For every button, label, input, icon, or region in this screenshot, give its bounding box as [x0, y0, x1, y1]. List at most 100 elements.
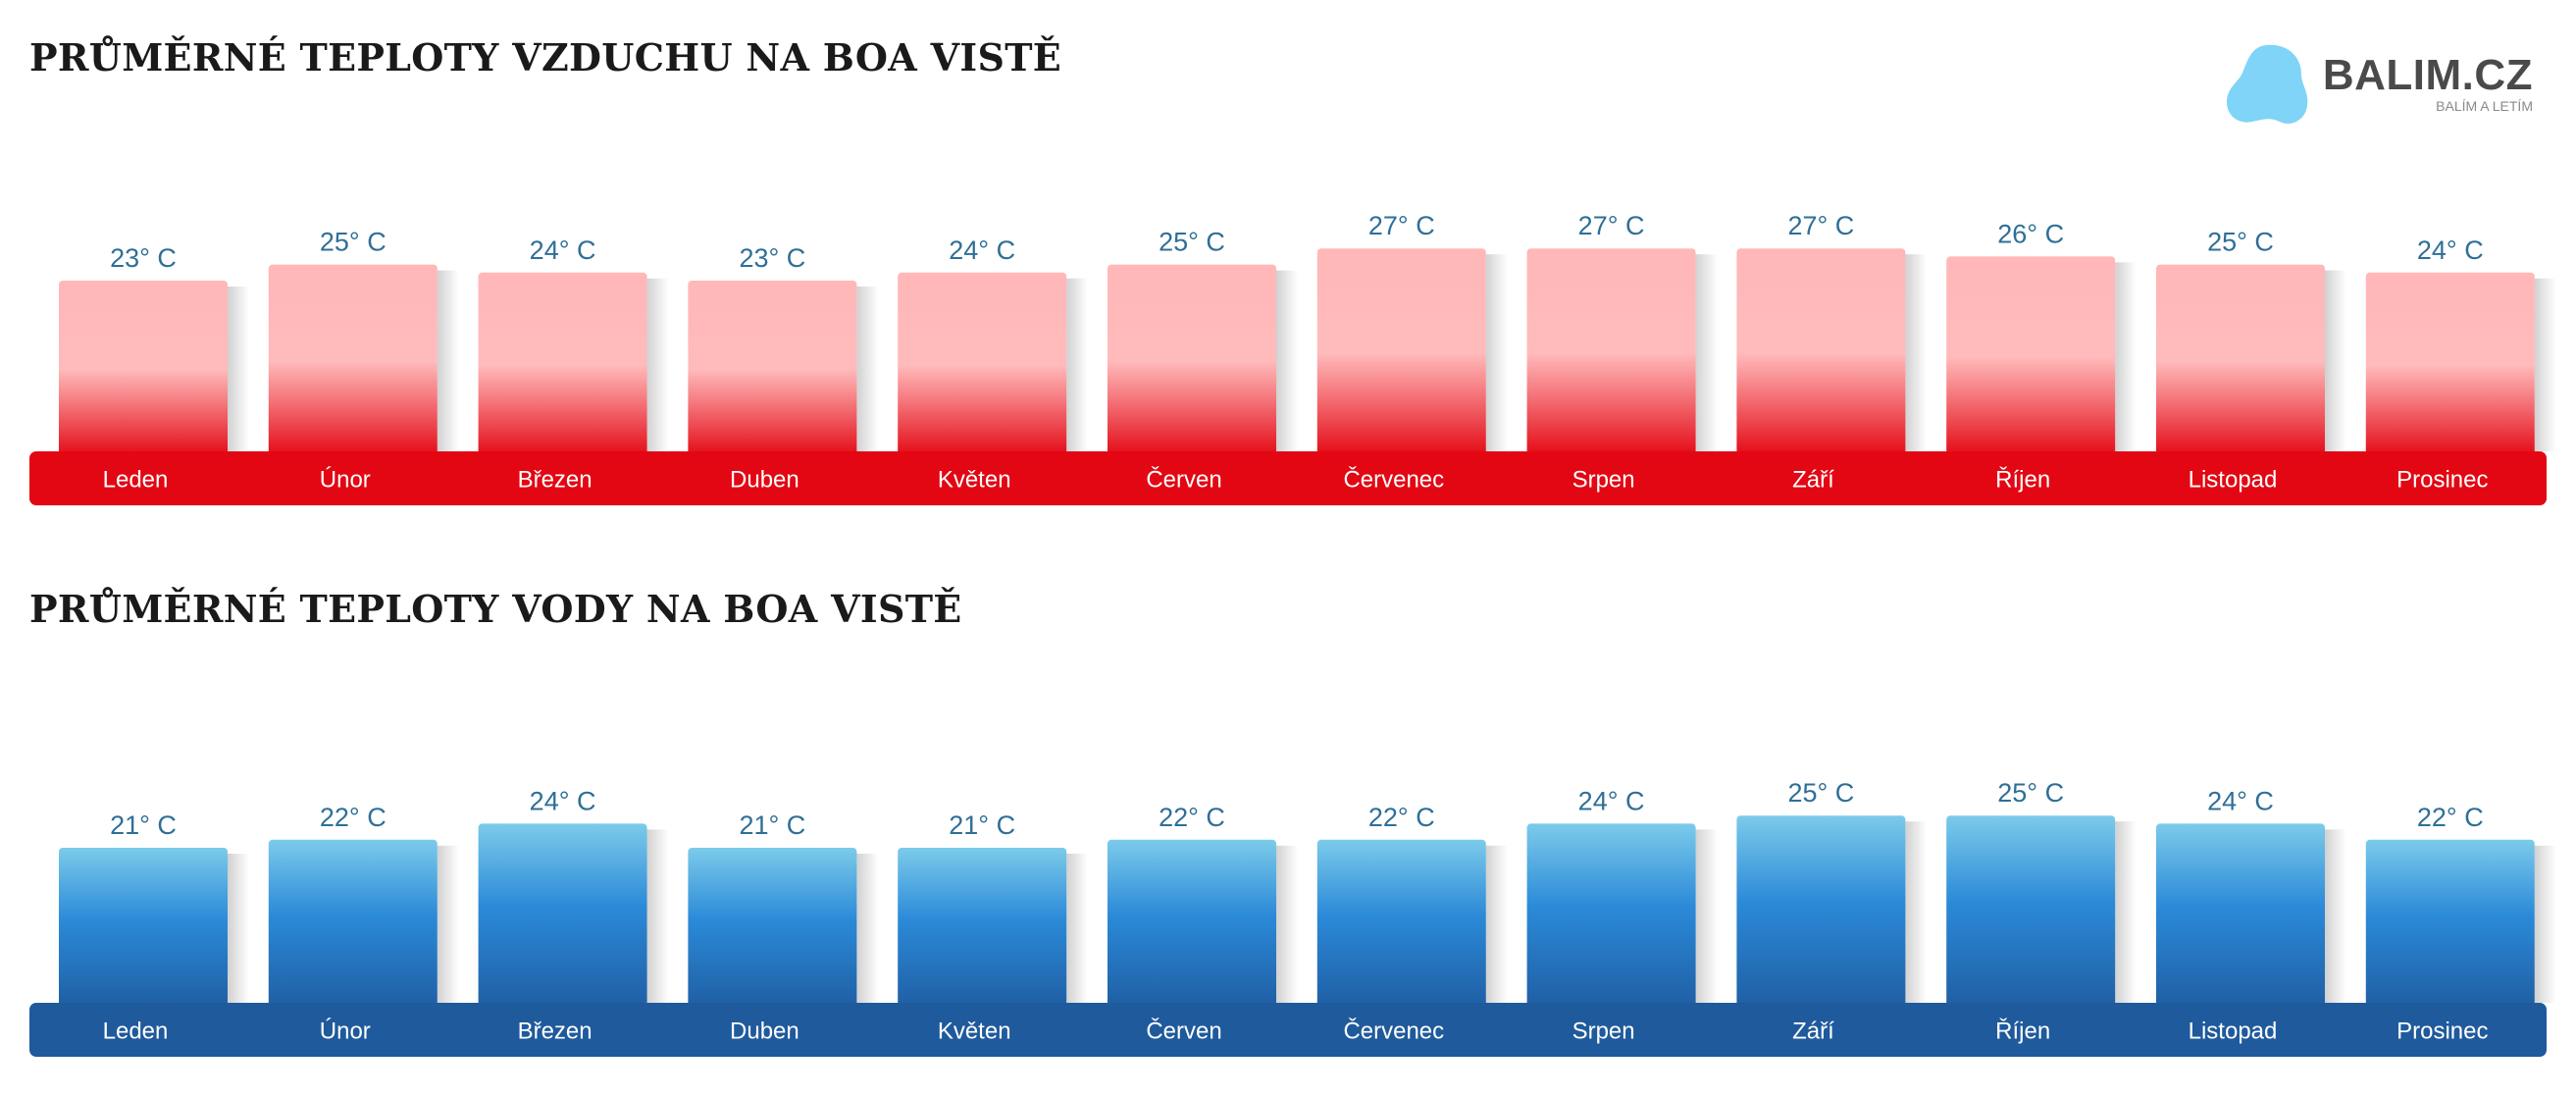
bar-květen: [898, 848, 1067, 1009]
bar-březen: [478, 272, 647, 457]
month-label: Květen: [938, 467, 1011, 494]
month-axis-band: [29, 1003, 2547, 1057]
bar-červenec: [1316, 839, 1486, 1009]
value-label: 25° C: [320, 228, 386, 257]
value-label: 24° C: [949, 235, 1015, 265]
bar-srpen: [1526, 823, 1696, 1009]
value-label: 21° C: [949, 810, 1015, 840]
month-label: Červenec: [1343, 466, 1444, 494]
bar-shadow: [228, 287, 249, 451]
logo-name: BALIM.CZ: [2322, 51, 2533, 99]
month-label: Březen: [518, 1019, 592, 1045]
balim-logo[interactable]: BALIM.CZ BALÍM A LETÍM: [2219, 37, 2533, 131]
value-label: 23° C: [739, 243, 805, 273]
bar-září: [1736, 815, 1906, 1009]
bar-shadow: [1905, 821, 1928, 1003]
bar-prosinec: [2365, 839, 2535, 1009]
month-label: Březen: [518, 467, 592, 494]
value-label: 22° C: [2417, 803, 2484, 832]
value-label: 22° C: [320, 803, 386, 832]
bar-shadow: [2534, 845, 2556, 1003]
bar-duben: [688, 848, 857, 1009]
month-label: Listopad: [2189, 1019, 2278, 1045]
bar-květen: [898, 272, 1067, 457]
bar-shadow: [2325, 829, 2346, 1003]
air-temperature-chart: 23° C 25° C 24° C 23° C 24° C 25° C 27° C 27° C…: [29, 211, 2556, 505]
bar-shadow: [1485, 845, 1508, 1003]
logo-tagline: BALÍM A LETÍM: [2436, 98, 2533, 114]
bar-shadow: [1485, 254, 1508, 451]
bar-shadow: [1276, 845, 1298, 1003]
value-label: 25° C: [2207, 228, 2274, 257]
value-label: 25° C: [1997, 778, 2064, 808]
bar-prosinec: [2365, 272, 2535, 457]
bar-shadow: [2115, 262, 2138, 451]
bar-únor: [268, 839, 438, 1009]
bar-říjen: [1946, 815, 2116, 1009]
bar-shadow: [646, 829, 669, 1003]
value-label: 25° C: [1787, 778, 1854, 808]
month-label: Listopad: [2189, 467, 2278, 494]
month-label: Červen: [1146, 466, 1221, 494]
bar-září: [1736, 248, 1906, 457]
bar-shadow: [1066, 278, 1089, 451]
bar-shadow: [1695, 829, 1718, 1003]
value-label: 24° C: [530, 786, 596, 815]
bar-říjen: [1946, 256, 2116, 457]
bar-shadow: [1066, 854, 1089, 1003]
bar-shadow: [2325, 270, 2346, 451]
month-label: Prosinec: [2396, 1019, 2488, 1045]
value-label: 21° C: [739, 810, 805, 840]
bar-shadow: [856, 287, 879, 451]
value-label: 24° C: [2417, 235, 2484, 265]
value-label: 27° C: [1578, 211, 1645, 240]
value-label: 22° C: [1368, 803, 1435, 832]
value-label: 24° C: [530, 235, 596, 265]
month-label: Únor: [320, 1019, 371, 1045]
month-label: Říjen: [1995, 1019, 2050, 1045]
month-label: Červenec: [1343, 1018, 1444, 1045]
month-label: Červen: [1146, 1018, 1221, 1045]
bar-shadow: [2115, 821, 2138, 1003]
month-label: Duben: [730, 1019, 799, 1045]
bar-shadow: [1695, 254, 1718, 451]
bar-červen: [1108, 839, 1276, 1009]
value-label: 22° C: [1159, 803, 1225, 832]
bar-srpen: [1526, 248, 1696, 457]
bar-listopad: [2156, 823, 2325, 1009]
month-label: Leden: [103, 1019, 169, 1045]
bar-duben: [688, 281, 857, 457]
month-label: Říjen: [1995, 467, 2050, 494]
bar-červen: [1108, 264, 1276, 457]
bar-únor: [268, 264, 438, 457]
month-label: Září: [1792, 1019, 1834, 1045]
bar-shadow: [437, 270, 459, 451]
value-label: 25° C: [1159, 228, 1225, 257]
bar-shadow: [1905, 254, 1928, 451]
bar-shadow: [646, 278, 669, 451]
bar-červenec: [1316, 248, 1486, 457]
water-chart-title: PRŮMĚRNÉ TEPLOTY VODY NA BOA VISTĚ: [29, 587, 962, 631]
drop-icon: [2227, 44, 2308, 125]
bar-listopad: [2156, 264, 2325, 457]
month-label: Květen: [938, 1019, 1011, 1045]
month-label: Srpen: [1572, 1019, 1635, 1045]
bar-březen: [478, 823, 647, 1009]
value-label: 24° C: [1578, 786, 1645, 815]
month-label: Září: [1792, 467, 1834, 494]
value-label: 23° C: [110, 243, 177, 273]
month-label: Prosinec: [2396, 467, 2488, 494]
bar-shadow: [2534, 278, 2556, 451]
bar-shadow: [228, 854, 249, 1003]
value-label: 27° C: [1368, 211, 1435, 240]
value-label: 21° C: [110, 810, 177, 840]
month-label: Srpen: [1572, 467, 1635, 494]
month-label: Únor: [320, 467, 371, 494]
value-label: 27° C: [1787, 211, 1854, 240]
value-label: 24° C: [2207, 786, 2274, 815]
value-label: 26° C: [1997, 219, 2064, 248]
bar-shadow: [856, 854, 879, 1003]
air-chart-title: PRŮMĚRNÉ TEPLOTY VZDUCHU NA BOA VISTĚ: [29, 35, 1062, 79]
bar-leden: [59, 281, 228, 457]
